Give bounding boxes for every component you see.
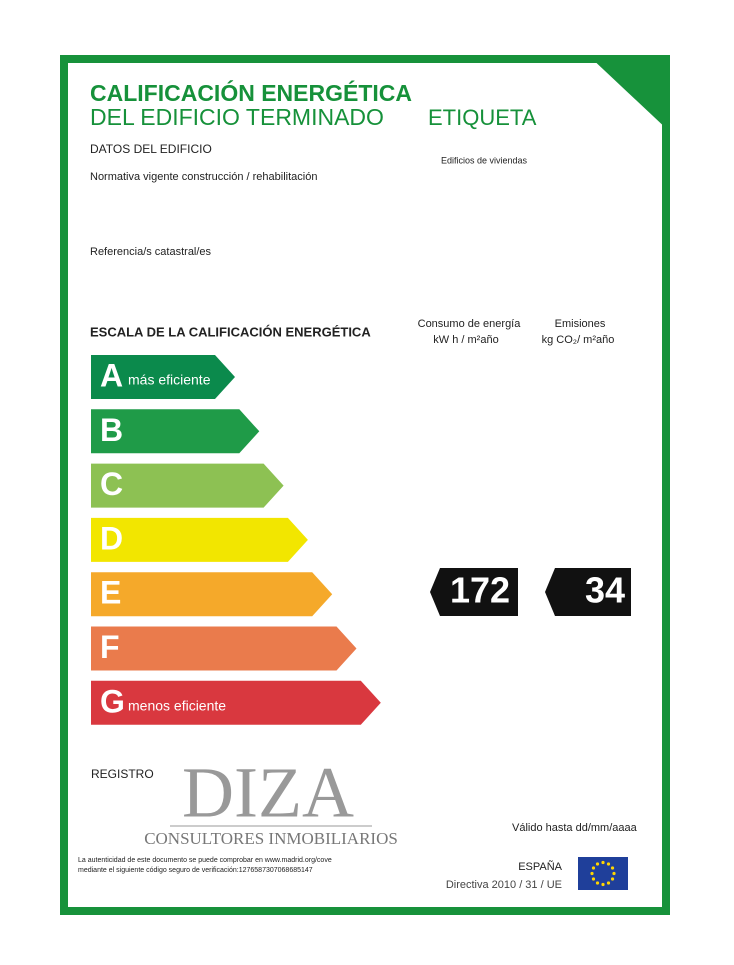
note: La autenticidad de este documento se pue…	[78, 857, 332, 864]
field: Referencia/s catastral/es	[90, 246, 212, 258]
valid-until: Válido hasta dd/mm/aaaa	[512, 822, 638, 834]
title: DEL EDIFICIO TERMINADO	[90, 104, 384, 130]
class-letter: E	[100, 575, 121, 611]
watermark: DIZA	[182, 753, 354, 833]
eu-star	[591, 877, 596, 881]
class-arrow	[91, 626, 357, 671]
column-header: kW h / m²año	[433, 334, 498, 346]
class-arrow	[91, 572, 333, 617]
corner	[588, 55, 670, 132]
country: ESPAÑA	[518, 860, 562, 873]
class-letter: A	[100, 357, 123, 393]
class-note: más eficiente	[128, 372, 211, 388]
eu-star	[612, 871, 616, 876]
label: ETIQUETA	[428, 105, 537, 130]
column-header: kg CO₂/ m²año	[542, 334, 615, 346]
border	[60, 55, 670, 915]
note: mediante el siguiente código seguro de v…	[78, 867, 313, 874]
class-letter: C	[100, 466, 123, 502]
eu-star	[601, 860, 605, 865]
eu-star	[590, 871, 594, 876]
column-header: Consumo de energía	[418, 318, 522, 330]
class-letter: B	[100, 412, 123, 448]
value-box	[545, 568, 631, 616]
consumption: 172	[450, 570, 510, 611]
section-title: DATOS DEL EDIFICIO	[90, 142, 212, 156]
title: CALIFICACIÓN ENERGÉTICA	[90, 79, 412, 106]
emissions: 34	[585, 570, 625, 611]
class-letter: F	[100, 629, 120, 665]
watermark-sub: CONSULTORES INMOBILIARIOS	[144, 829, 398, 848]
class-letter: G	[100, 683, 125, 719]
class-arrow	[91, 463, 284, 508]
directive: Directiva 2010 / 31 / UE	[446, 879, 562, 891]
class-arrow	[91, 517, 308, 562]
eu-star	[606, 862, 611, 866]
field-value: Edificios de viviendas	[441, 155, 528, 165]
eu-star	[591, 866, 596, 870]
column-header: Emisiones	[555, 318, 606, 330]
section-title: ESCALA DE LA CALIFICACIÓN ENERGÉTICA	[90, 324, 371, 339]
eu-star	[606, 881, 611, 885]
class-arrow	[91, 680, 381, 725]
eu-star	[601, 882, 605, 887]
registry: REGISTRO	[91, 767, 154, 781]
eu-star	[595, 881, 600, 885]
class-note: menos eficiente	[128, 698, 226, 714]
class-arrow	[91, 355, 235, 399]
eu-star	[610, 877, 615, 881]
eu-star	[595, 862, 600, 866]
eu-star	[610, 866, 615, 870]
class-arrow	[91, 409, 260, 454]
value-box	[430, 568, 518, 616]
field: Normativa vigente construcción / rehabil…	[90, 171, 317, 183]
class-letter: D	[100, 520, 123, 556]
